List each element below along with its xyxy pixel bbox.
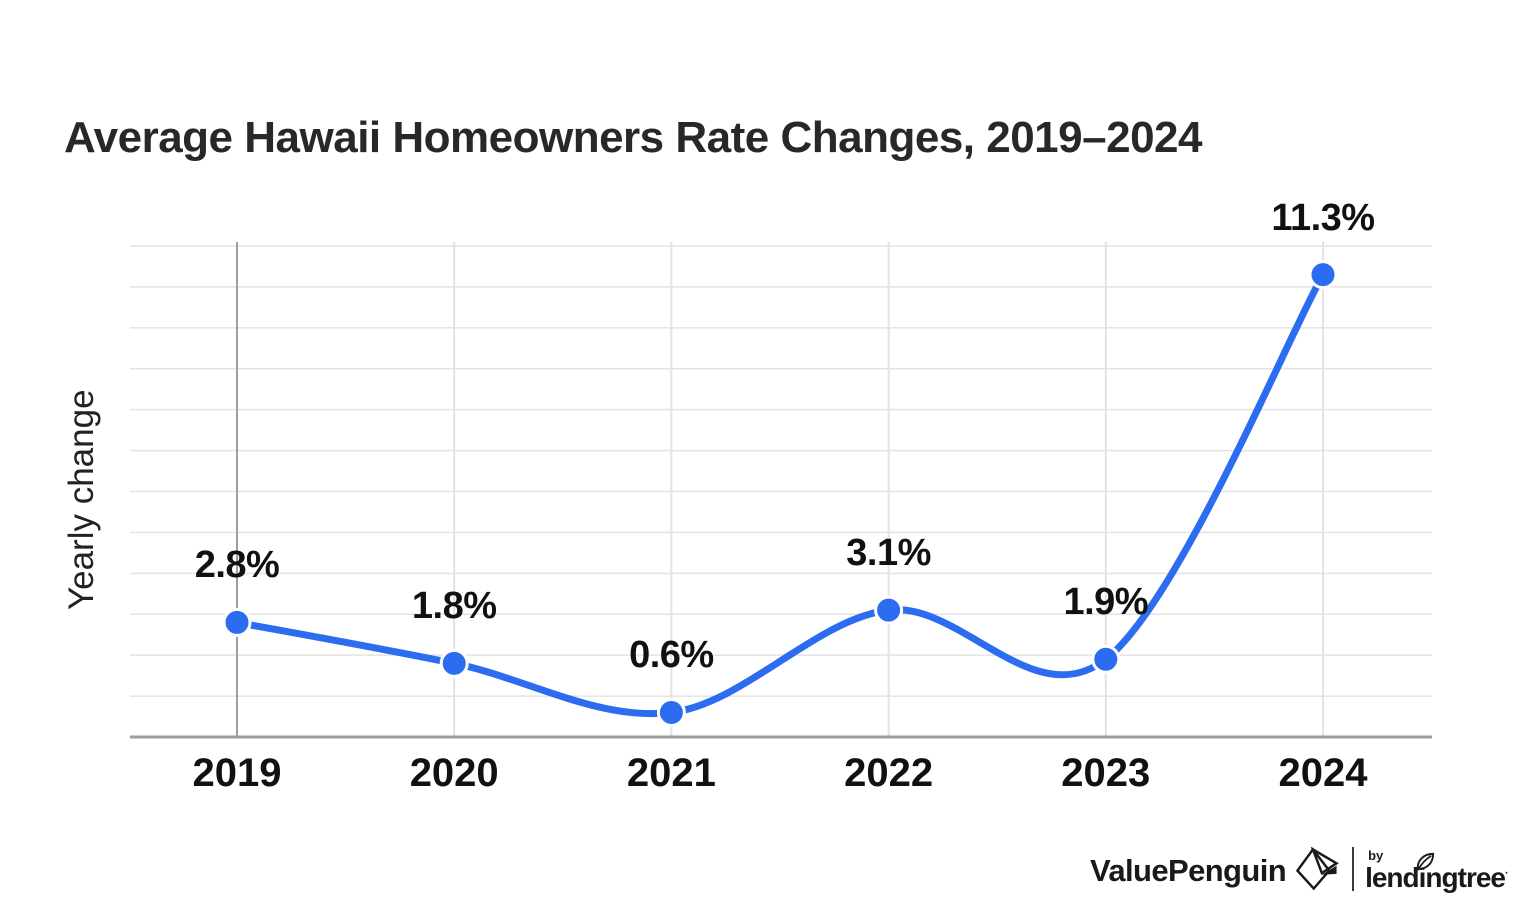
x-axis-label-2020: 2020: [409, 751, 499, 795]
data-point-2023: [1091, 644, 1121, 674]
data-point-2020: [439, 648, 469, 678]
x-axis-label-2022: 2022: [844, 751, 934, 795]
brand-footer: ValuePenguin by lendingtree·: [1090, 846, 1509, 892]
valuepenguin-wordmark: ValuePenguin: [1090, 853, 1287, 888]
point-label-2024: 11.3%: [1271, 196, 1375, 239]
lendingtree-wordmark-text: lendingtree: [1365, 862, 1506, 893]
x-axis-label-2021: 2021: [626, 751, 716, 795]
lendingtree-reg-mark: ·: [1505, 867, 1509, 880]
data-point-2021: [656, 697, 686, 727]
chart-plot: [130, 242, 1432, 739]
trend-line: [233, 271, 1327, 718]
brand-divider: [1352, 847, 1355, 891]
x-axis-label-2019: 2019: [192, 751, 282, 795]
data-point-2024: [1308, 260, 1338, 290]
data-point-2022: [874, 595, 904, 625]
data-point-2019: [222, 607, 252, 637]
lendingtree-wordmark: lendingtree·: [1365, 852, 1509, 893]
y-axis-label: Yearly change: [62, 389, 101, 611]
chart-title: Average Hawaii Homeowners Rate Changes, …: [64, 113, 1202, 163]
lendingtree-by-label: by: [1368, 848, 1384, 863]
x-axis-label-2023: 2023: [1061, 751, 1151, 795]
lendingtree-leaf-icon: [1416, 852, 1435, 871]
valuepenguin-mark-icon: [1295, 846, 1339, 891]
x-axis-label-2024: 2024: [1278, 751, 1368, 795]
lendingtree-logo: by lendingtree·: [1365, 849, 1508, 892]
